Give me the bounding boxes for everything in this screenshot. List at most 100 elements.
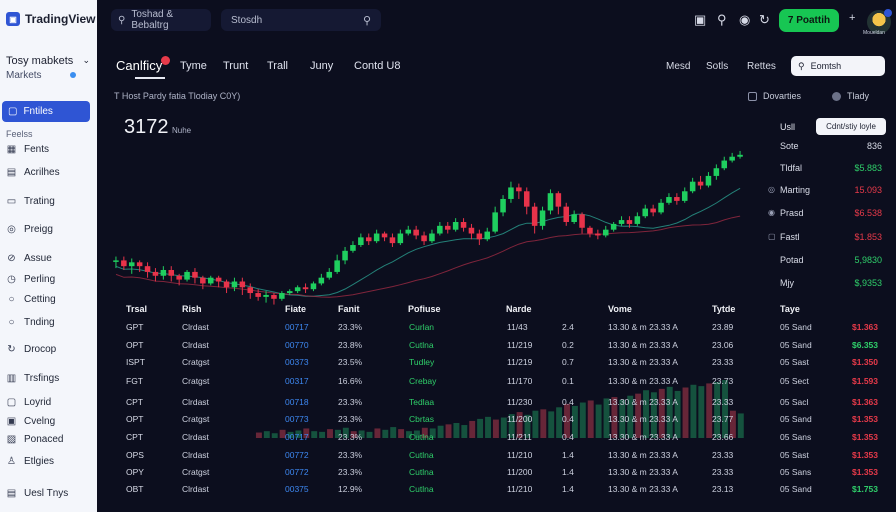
sidebar-item[interactable]: ▨ Ponaced — [6, 434, 64, 445]
table-cell-type: 05 Sand — [780, 340, 812, 350]
table-row[interactable]: CPT Clrdast 00717 23.3% Cutlna 11/211 0.4 13.30… — [112, 432, 896, 450]
table-header[interactable]: Pofiuse — [408, 304, 441, 314]
tab-item[interactable]: Trunt — [223, 60, 249, 72]
view-tab[interactable]: Sotls — [706, 61, 729, 72]
table-cell-price: 00773 — [285, 414, 309, 424]
box-icon: ▢ — [6, 397, 17, 408]
sidebar-item[interactable]: ▣ Cvelng — [6, 416, 55, 427]
volume-bar — [690, 384, 697, 438]
candle — [689, 181, 696, 192]
notification-badge — [884, 9, 892, 17]
view-tab[interactable]: Rettes — [747, 61, 776, 72]
tab-badge — [161, 56, 170, 65]
tool-dovarties[interactable]: Dovarties — [748, 91, 801, 101]
tab-item[interactable]: Contd U8 — [354, 60, 401, 72]
circle-icon: ○ — [8, 294, 15, 305]
table-cell-perf: Cutlna — [409, 450, 434, 460]
sidebar-item[interactable]: ◷ Perling — [6, 274, 55, 285]
sidebar-item[interactable]: ▭ Trating — [6, 196, 55, 207]
app-logo[interactable]: ▣ TradingView — [6, 12, 95, 26]
table-row[interactable]: GPT Clrdast 00717 23.3% Curlan 11/43 2.4 13.30 … — [112, 322, 896, 340]
refresh-icon[interactable]: ↻ — [759, 12, 770, 27]
sidebar-item[interactable]: ⊘ Assue — [6, 253, 52, 264]
volume-bar — [421, 427, 428, 438]
search-input[interactable]: Stosdh ⚲ — [221, 9, 381, 31]
candle — [610, 223, 617, 230]
sidebar-item-label: Perling — [24, 274, 56, 285]
tool-tlady[interactable]: Tlady — [832, 91, 869, 101]
stat-label: Sote — [780, 141, 799, 151]
tab-item[interactable]: Tyme — [180, 60, 207, 72]
table-row[interactable]: ISPT Cratgst 00373 23.5% Tudley 11/219 0.7 13.3… — [112, 357, 896, 375]
table-header[interactable]: Tytde — [712, 304, 736, 314]
table-header[interactable]: Vome — [608, 304, 632, 314]
candle — [247, 287, 254, 294]
table-cell-num: 1.4 — [562, 450, 574, 460]
stat-icon: ◉ — [768, 208, 775, 217]
globe-icon[interactable]: ◉ — [739, 12, 751, 27]
sidebar-item-label: Ponaced — [24, 434, 64, 445]
chart-search-input[interactable]: ⚲ Eomtsh — [791, 56, 885, 76]
sidebar-item-active[interactable]: ▢ Fntiles — [2, 101, 90, 122]
sidebar-item[interactable]: ○ Cetting — [6, 294, 55, 305]
table-row[interactable]: OBT Clrdast 00375 12.9% Cutlna 11/210 1.4 13.30… — [112, 484, 896, 502]
table-cell-name: Cratgst — [182, 376, 210, 386]
volume-bar — [698, 386, 705, 438]
table-header[interactable]: Narde — [506, 304, 532, 314]
today-markets-selector[interactable]: Tosy mabkets ⌄ Markets — [6, 55, 92, 81]
table-row[interactable]: OPT Cratgst 00773 23.3% Cbrtas 11/200 0.4 13.30… — [112, 414, 896, 432]
candle — [389, 237, 396, 244]
table-header[interactable]: Trsal — [126, 304, 148, 314]
table-cell-pct: 16.6% — [338, 376, 363, 386]
price-chart[interactable] — [112, 118, 744, 438]
tool-label: Dovarties — [763, 91, 802, 101]
table-row[interactable]: CPT Clrdast 00718 23.3% Tedlaa 11/230 0.4 13.30… — [112, 397, 896, 415]
clipboard-icon[interactable]: ▣ — [694, 12, 707, 27]
view-tab[interactable]: Mesd — [666, 61, 691, 72]
volume-bar — [342, 427, 349, 438]
table-row[interactable]: FGT Cratgst 00317 16.6% Crebay 11/170 0.1 13.30… — [112, 376, 896, 394]
table-cell-pct: 23.3% — [338, 432, 363, 442]
tab-item[interactable]: Trall — [267, 60, 288, 72]
sidebar-item[interactable]: ◎ Preigg — [6, 224, 53, 235]
candle — [579, 214, 585, 228]
candle — [223, 281, 230, 288]
breadcrumb[interactable]: ⚲ Toshad & Bebaltrg — [111, 9, 211, 31]
stat-value: $,9353 — [854, 278, 882, 288]
volume-bar — [485, 416, 491, 438]
sidebar-item[interactable]: ▦ Fents — [6, 144, 49, 155]
sidebar-item[interactable]: ▢ Loyrid — [6, 397, 51, 408]
sidebar-item[interactable]: ↻ Drocop — [6, 344, 56, 355]
table-cell-asset: OPT — [126, 340, 144, 350]
volume-bar — [540, 409, 547, 438]
stat-icon: ◎ — [768, 185, 775, 194]
table-cell-num: 0.4 — [562, 397, 574, 407]
table-row[interactable]: OPY Cratgst 00772 23.3% Cutlna 11/200 1.4 13.30… — [112, 467, 896, 485]
search-icon[interactable]: ⚲ — [717, 12, 727, 27]
candle — [405, 229, 412, 234]
table-header[interactable]: Rish — [182, 304, 202, 314]
table-cell-name: Clrdast — [182, 432, 209, 442]
table-header[interactable]: Fiate — [285, 304, 307, 314]
table-row[interactable]: OPT Clrdast 00770 23.8% Cutlna 11/219 0.2 13.30… — [112, 340, 896, 358]
tab-item[interactable]: Juny — [310, 60, 334, 72]
table-cell-vol: 13.30 & m 23.33 A — [608, 322, 678, 332]
sidebar-item[interactable]: ▤ Uesl Tnys — [6, 488, 69, 499]
chart-subtitle: T Host Pardy fatia Tlodiay C0Y) — [114, 91, 241, 101]
sidebar-item[interactable]: ♙ Etlgies — [6, 456, 54, 467]
tab-item[interactable]: Canlficy — [116, 58, 163, 73]
table-cell-perf: Cutlna — [409, 467, 434, 477]
plus-icon[interactable]: + — [849, 12, 856, 24]
grid-icon: ▦ — [6, 144, 17, 155]
table-cell-date: 11/170 — [507, 376, 533, 386]
table-cell-type: 05 Sacl — [780, 397, 809, 407]
table-row[interactable]: OPS Clrdast 00772 23.3% Cutlna 11/210 1.4 13.30… — [112, 450, 896, 468]
table-header[interactable]: Taye — [780, 304, 800, 314]
stats-filter-button[interactable]: Cdnt/stiy loyle — [816, 118, 886, 135]
sidebar-item[interactable]: ▤ Acrilhes — [6, 167, 60, 178]
sidebar-item[interactable]: ○ Tnding — [6, 317, 54, 328]
table-header[interactable]: Fanit — [338, 304, 360, 314]
sidebar-item[interactable]: ▥ Trsfings — [6, 373, 59, 384]
primary-action-button[interactable]: 7 Poattih — [779, 9, 839, 32]
candle — [468, 227, 475, 234]
